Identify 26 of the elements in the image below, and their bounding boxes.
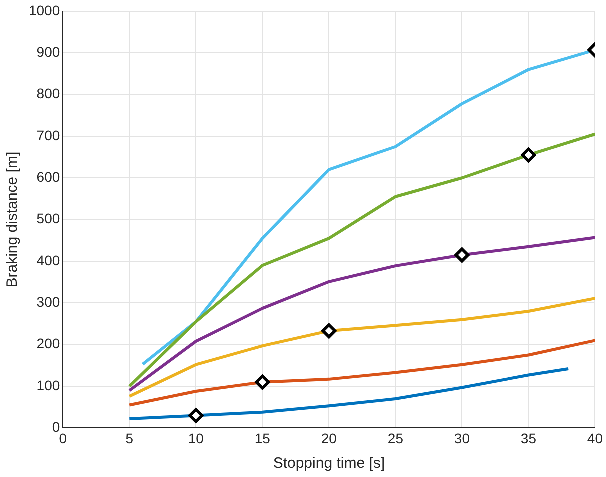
x-tick-label: 35 — [520, 430, 537, 446]
y-axis-title: Braking distance [m] — [4, 152, 22, 288]
y-tick-label: 900 — [36, 44, 60, 60]
y-tick-label: 0 — [52, 419, 60, 436]
x-tick-label: 30 — [454, 430, 470, 446]
x-tick-label: 5 — [126, 430, 134, 446]
x-tick-label: 25 — [388, 430, 404, 446]
x-tick-label: 10 — [188, 430, 204, 446]
y-tick-label: 600 — [36, 168, 60, 185]
x-axis-title: Stopping time [s] — [273, 455, 386, 472]
point — [322, 324, 337, 339]
y-tick-label: 700 — [36, 127, 60, 144]
x-tick-label: 40 — [587, 430, 604, 446]
point — [454, 248, 470, 263]
y-tick-label: 800 — [36, 86, 60, 102]
x-tick-label: 15 — [254, 430, 271, 446]
y-tick-label: 1000 — [28, 2, 60, 18]
y-tick-label: 200 — [36, 336, 60, 352]
y-tick-label: 400 — [36, 252, 60, 268]
point — [188, 408, 204, 424]
y-tick-label: 300 — [36, 294, 60, 310]
x-tick-label: 20 — [321, 430, 338, 446]
y-tick-label: 100 — [36, 377, 60, 394]
point — [255, 374, 270, 390]
y-tick-label: 500 — [36, 210, 60, 227]
point — [521, 148, 536, 163]
